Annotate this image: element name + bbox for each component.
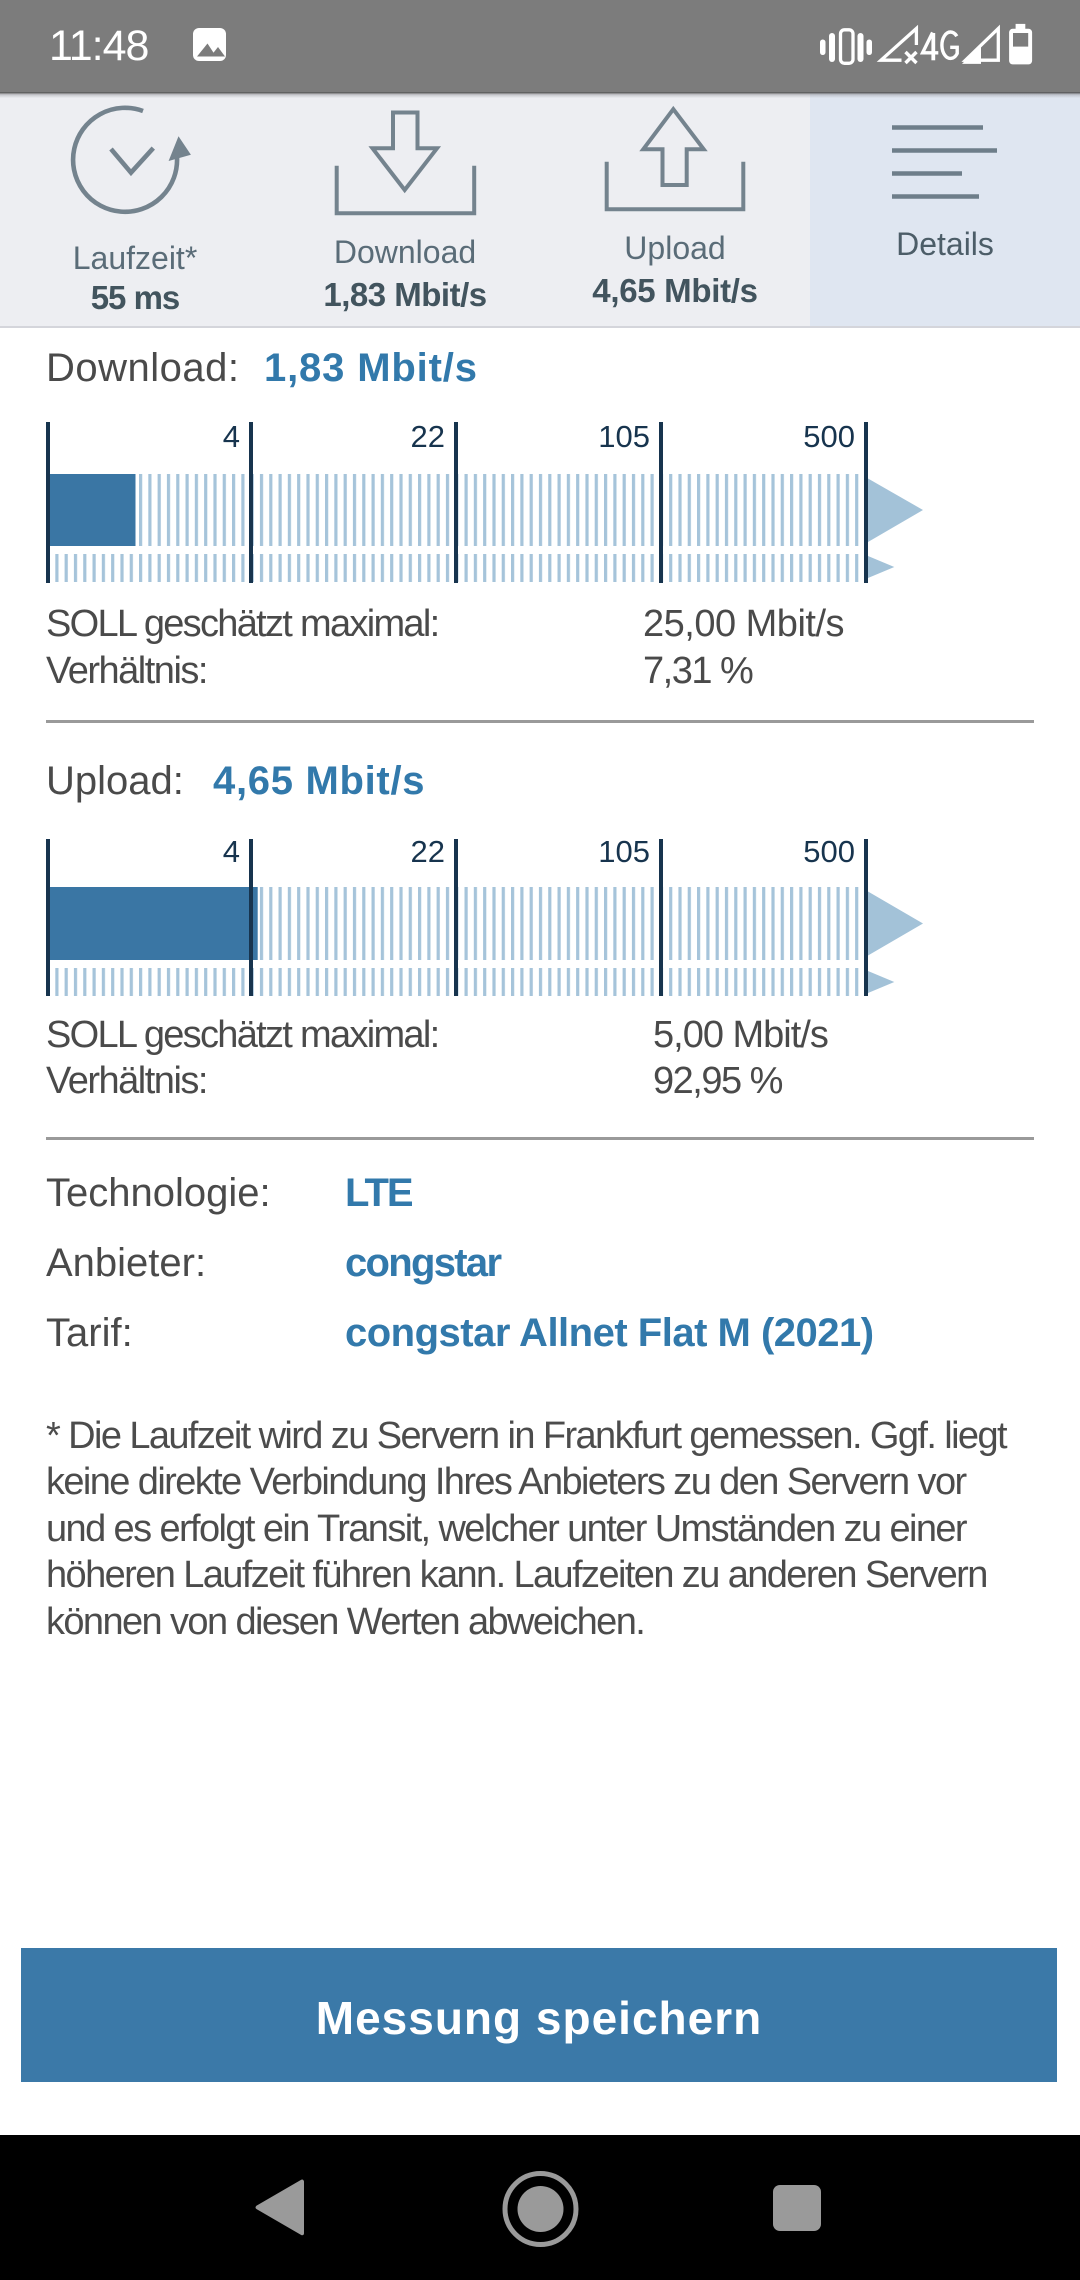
svg-text:500: 500: [803, 422, 855, 454]
svg-text:22: 22: [411, 839, 445, 869]
svg-text:105: 105: [598, 422, 650, 454]
svg-text:22: 22: [411, 422, 445, 454]
svg-text:500: 500: [803, 839, 855, 869]
svg-text:4: 4: [223, 422, 240, 454]
svg-text:105: 105: [598, 839, 650, 869]
svg-text:4: 4: [223, 839, 240, 869]
